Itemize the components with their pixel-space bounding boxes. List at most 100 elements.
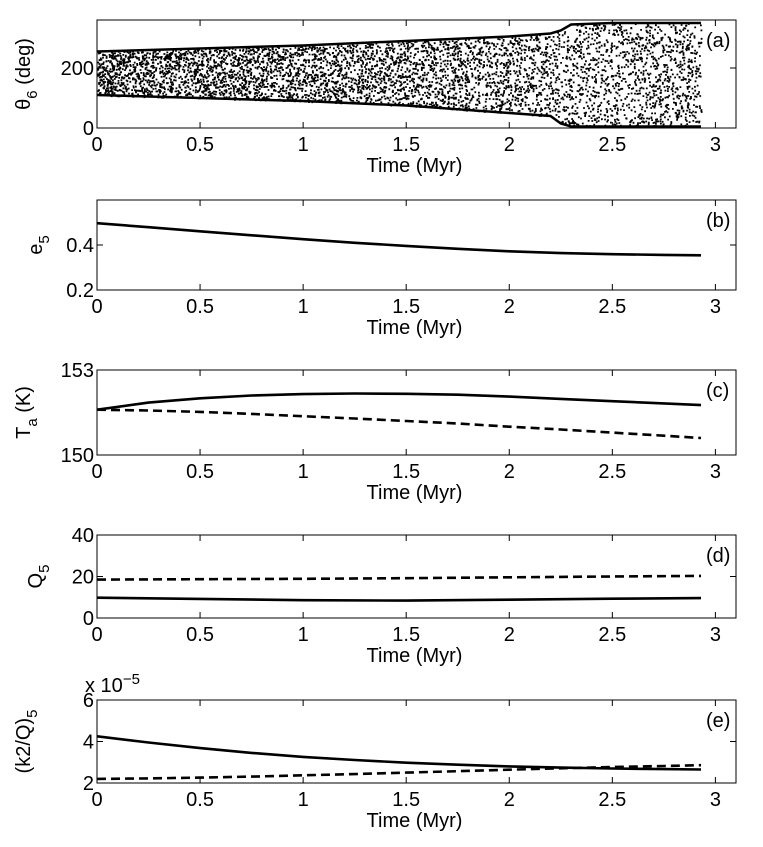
series-line-solid	[97, 392, 702, 411]
x-tick-label: 3	[710, 296, 721, 318]
panel-d: 0 0.5 1 1.5 2 2.5 3 0 20 40 Time (Myr) Q5 (d)	[25, 525, 737, 667]
y-axis-title: Ta (K)	[13, 386, 41, 439]
plot-area	[97, 392, 702, 440]
x-tick-label: 0.5	[186, 624, 214, 646]
x-tick-label: 2	[504, 624, 515, 646]
x-tick-label: 0	[91, 461, 102, 483]
x-tick-label: 2.5	[598, 624, 626, 646]
axes-box	[96, 699, 737, 784]
plot-area	[97, 574, 702, 602]
y-tick-label: 0.4	[66, 235, 94, 257]
x-tick-label: 1	[298, 296, 309, 318]
y-tick-label: 150	[61, 445, 94, 467]
x-tick-label: 2	[504, 461, 515, 483]
x-tick-label: 0	[91, 134, 102, 156]
y-axis-title-subscript: 5	[36, 565, 53, 573]
y-tick-label: 6	[83, 690, 94, 712]
y-axis-title: Q5	[25, 565, 53, 589]
x-tick-label: 0.5	[186, 296, 214, 318]
x-tick-label: 3	[710, 789, 721, 811]
y-axis-title-main: θ	[13, 99, 35, 110]
panel-tag: (d)	[706, 545, 730, 567]
x-tick-label: 0.5	[186, 134, 214, 156]
plot-area	[97, 21, 703, 128]
scatter-points	[97, 23, 703, 128]
y-axis-title-subscript: 6	[24, 90, 41, 98]
axes-box	[96, 369, 737, 456]
x-tick-label: 3	[710, 624, 721, 646]
x-tick-label: 2	[504, 789, 515, 811]
y-axis-title-subscript: a	[24, 418, 41, 427]
y-tick-label: 2	[83, 773, 94, 795]
x-tick-label: 0	[91, 624, 102, 646]
x-tick-label: 1.5	[392, 134, 420, 156]
panel-tag: (c)	[706, 380, 729, 402]
x-tick-label: 2.5	[598, 789, 626, 811]
x-tick-label: 3	[710, 134, 721, 156]
series-line-solid	[97, 735, 702, 771]
axis-exponent-label: x 10−5	[85, 671, 140, 697]
x-tick-label: 2	[504, 134, 515, 156]
scatter-band-lower-edge	[97, 93, 701, 128]
series-line-dashed	[97, 408, 702, 440]
x-tick-label: 0	[91, 789, 102, 811]
panel-tag: (b)	[706, 210, 730, 232]
axes-box	[96, 19, 737, 129]
y-tick-label: 0	[83, 608, 94, 630]
y-axis-title-units: (K)	[13, 386, 35, 418]
y-axis-title-units: (deg)	[13, 38, 35, 90]
x-axis-title: Time (Myr)	[367, 317, 463, 339]
y-tick-label: 0	[83, 118, 94, 140]
plot-area	[97, 221, 702, 257]
y-axis-title-subscript: 5	[24, 710, 41, 718]
y-tick-label: 0.2	[66, 280, 94, 302]
y-axis-title-main: (k2/Q)	[13, 718, 35, 774]
x-tick-label: 1	[298, 624, 309, 646]
x-tick-label: 2.5	[598, 296, 626, 318]
y-axis-title: (k2/Q)5	[13, 710, 41, 774]
x-tick-label: 1.5	[392, 789, 420, 811]
x-axis-title: Time (Myr)	[367, 155, 463, 177]
x-axis-title: Time (Myr)	[367, 645, 463, 667]
x-tick-label: 1	[298, 134, 309, 156]
y-tick-label: 4	[83, 732, 94, 754]
x-tick-label: 0.5	[186, 461, 214, 483]
x-tick-label: 2.5	[598, 134, 626, 156]
y-tick-label: 200	[61, 58, 94, 80]
y-axis-title-main: T	[13, 427, 35, 439]
x-tick-label: 3	[710, 461, 721, 483]
axes-box	[96, 199, 737, 291]
x-tick-label: 0.5	[186, 789, 214, 811]
x-tick-label: 1.5	[392, 296, 420, 318]
panel-c: 0 0.5 1 1.5 2 2.5 3 150 153 Time (Myr) Ta (K) (c)	[13, 360, 737, 504]
y-tick-label: 20	[72, 567, 94, 589]
y-axis-title: θ6 (deg)	[13, 38, 41, 110]
y-axis-title-subscript: 5	[36, 235, 53, 243]
series-line-e5	[97, 221, 702, 257]
x-tick-label: 0	[91, 296, 102, 318]
y-axis-title-main: Q	[25, 573, 47, 589]
x-axis-title: Time (Myr)	[367, 482, 463, 504]
x-tick-label: 1	[298, 461, 309, 483]
y-tick-label: 40	[72, 525, 94, 547]
x-tick-label: 1.5	[392, 624, 420, 646]
panel-tag: (e)	[706, 710, 730, 732]
axis-exponent-power: −5	[123, 671, 140, 688]
panel-tag: (a)	[706, 30, 730, 52]
y-axis-title-main: e	[25, 244, 47, 255]
x-axis-title: Time (Myr)	[367, 810, 463, 832]
axes-box	[96, 534, 737, 619]
y-axis-title: e5	[25, 235, 53, 254]
y-tick-label: 153	[61, 360, 94, 382]
panel-a: 0 0.5 1 1.5 2 2.5 3 0 200 Time (Myr) θ6 (deg) (a)	[13, 19, 737, 177]
x-tick-label: 2	[504, 296, 515, 318]
scatter-band-upper-edge	[97, 21, 701, 53]
panel-b: 0 0.5 1 1.5 2 2.5 3 0.2 0.4 Time (Myr) e5 (b)	[25, 199, 737, 339]
x-tick-label: 1.5	[392, 461, 420, 483]
x-tick-label: 1	[298, 789, 309, 811]
series-line-solid	[97, 596, 702, 602]
plot-area	[97, 735, 702, 781]
series-line-dashed	[97, 574, 702, 581]
panel-e: 0 0.5 1 1.5 2 2.5 3 2 4 6 Time (Myr) (k2/Q)5 (e) x 10…	[13, 671, 737, 832]
